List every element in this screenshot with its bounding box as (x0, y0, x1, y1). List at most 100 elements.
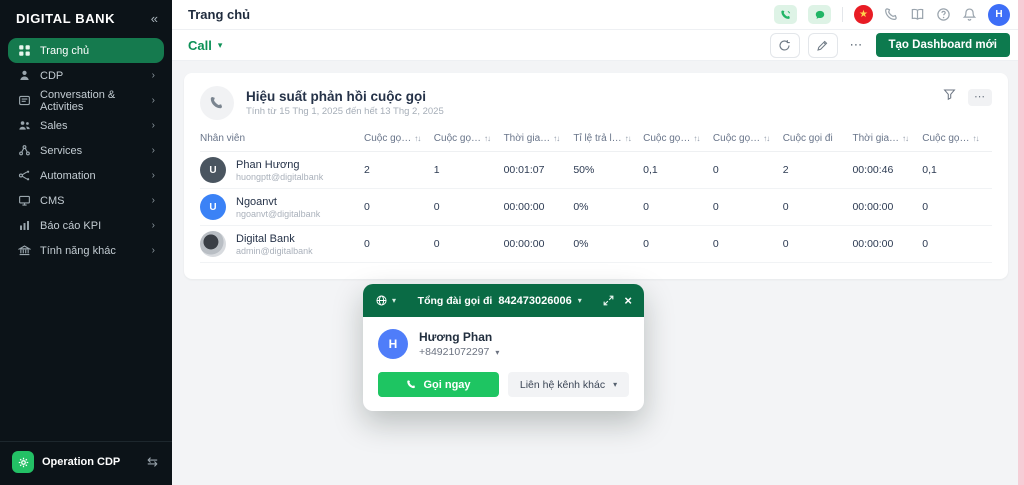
phone-icon[interactable] (884, 7, 899, 22)
vietnam-flag-icon[interactable]: ★ (854, 5, 873, 24)
employee-identity: Ngoanvt ngoanvt@digitalbank (236, 196, 320, 219)
column-header[interactable]: Thời gia… ↑↓ (504, 133, 574, 144)
page-scrollbar[interactable] (1018, 0, 1024, 485)
sidebar-item-sales[interactable]: Sales › (8, 113, 164, 138)
cell-value: 1 (433, 164, 440, 176)
column-header[interactable]: Thời gia… ↑↓ (852, 133, 922, 144)
card-date-range: Tính từ 15 Thg 1, 2025 đến hết 13 Thg 2,… (246, 106, 444, 117)
sidebar-item-bao-cao-kpi[interactable]: Báo cáo KPI › (8, 213, 164, 238)
sales-users-icon (17, 119, 31, 133)
docs-book-icon[interactable] (910, 7, 925, 22)
avatar-photo (200, 231, 226, 257)
monitor-icon (17, 194, 31, 208)
divider (842, 7, 843, 22)
call-line-selector[interactable]: Tổng đài gọi đi 842473026006 ▾ (396, 295, 603, 307)
column-header[interactable]: Cuộc gọ… ↑↓ (643, 133, 713, 144)
column-header[interactable]: Cuộc gọ… ↑↓ (364, 133, 434, 144)
cell-value: 0 (782, 201, 789, 213)
brand-name: DIGITAL BANK (16, 11, 116, 26)
sidebar-item-services[interactable]: Services › (8, 138, 164, 163)
cell-value: 00:00:00 (852, 238, 894, 250)
dashboard-selector[interactable]: Call ▾ (188, 38, 222, 53)
card-more-button[interactable]: ⋯ (968, 88, 992, 106)
more-options-button[interactable]: ⋯ (849, 37, 864, 52)
column-label: Thời gia… (503, 133, 551, 144)
sort-icon[interactable]: ↑↓ (763, 134, 770, 143)
contact-phone-selector[interactable]: +84921072297 ▾ (419, 346, 499, 358)
sort-icon[interactable]: ↑↓ (624, 134, 632, 143)
bar-chart-icon (17, 219, 31, 233)
sort-icon[interactable]: ↑↓ (693, 134, 700, 143)
chevron-right-icon: › (151, 95, 155, 106)
sidebar-item-label: Services (40, 144, 83, 157)
contact-info: Hương Phan +84921072297 ▾ (419, 330, 499, 358)
call-now-button[interactable]: Gọi ngay (378, 372, 499, 397)
globe-icon (376, 295, 387, 306)
sort-icon[interactable]: ↑↓ (902, 134, 909, 143)
sidebar-item-cdp[interactable]: CDP › (8, 63, 164, 88)
user-icon (17, 69, 31, 83)
dashboard-name: Call (188, 37, 212, 53)
employee-cell: Digital Bank admin@digitalbank (200, 231, 364, 257)
chat-status-icon[interactable] (808, 5, 831, 24)
filter-icon[interactable] (943, 88, 956, 106)
call-line-label: Tổng đài gọi đi (417, 294, 493, 307)
column-header[interactable]: Tỉ lệ trả l… ↑↓ (573, 133, 643, 144)
sidebar-item-tinh-nang-khac[interactable]: Tính năng khác › (8, 238, 164, 263)
column-header[interactable]: Cuộc gọ… ↑↓ (713, 133, 783, 144)
cell-value: 00:00:00 (852, 201, 894, 213)
sidebar: DIGITAL BANK « Trang chủ CDP › Conversat… (0, 0, 172, 485)
sidebar-item-automation[interactable]: Automation › (8, 163, 164, 188)
call-widget-header: ▾ Tổng đài gọi đi 842473026006 ▾ × (363, 284, 644, 317)
cell-value: 0 (712, 238, 719, 250)
sort-icon[interactable]: ↑↓ (414, 134, 421, 143)
sidebar-item-cms[interactable]: CMS › (8, 188, 164, 213)
refresh-button[interactable] (769, 32, 800, 58)
close-icon[interactable]: × (624, 293, 632, 308)
language-selector[interactable]: ▾ (375, 294, 396, 307)
column-header[interactable]: Cuộc gọ… ↑↓ (434, 133, 504, 144)
employee-identity: Digital Bank admin@digitalbank (236, 233, 313, 256)
sidebar-item-label: Báo cáo KPI (40, 219, 102, 232)
sidebar-item-label: CDP (40, 69, 64, 82)
card-title: Hiệu suất phản hồi cuộc gọi (246, 89, 427, 104)
chevron-down-icon: ▾ (495, 347, 500, 357)
help-icon[interactable] (936, 7, 951, 22)
main-area: Trang chủ ★ H Call ▾ ⋯ Tạo Dashboard mới (172, 0, 1024, 485)
other-channel-button[interactable]: Liên hệ kênh khác ▾ (508, 372, 629, 397)
sidebar-item-conversation-activities[interactable]: Conversation & Activities › (8, 88, 164, 113)
sort-icon[interactable]: ↑↓ (553, 134, 560, 143)
cell-value: 0 (712, 164, 719, 176)
switch-workspace-icon[interactable]: ⇆ (147, 454, 158, 469)
column-header[interactable]: Cuộc gọ… ↑↓ (922, 133, 992, 144)
sidebar-collapse-icon[interactable]: « (150, 11, 158, 26)
expand-icon[interactable] (603, 295, 614, 306)
column-label: Nhân viên (200, 133, 246, 144)
table-row[interactable]: U Phan Hương huongptt@digitalbank 2 1 00… (200, 152, 992, 189)
table-row[interactable]: U Ngoanvt ngoanvt@digitalbank 0 0 00:00:… (200, 189, 992, 226)
create-dashboard-button[interactable]: Tạo Dashboard mới (875, 33, 1010, 57)
edit-button[interactable] (807, 32, 838, 58)
table-row[interactable]: Digital Bank admin@digitalbank 0 0 00:00… (200, 226, 992, 263)
content-area: Hiệu suất phản hồi cuộc gọi Tính từ 15 T… (172, 62, 1024, 485)
column-header-nhan-vien[interactable]: Nhân viên (200, 133, 364, 144)
cell-value: 0,1 (643, 164, 658, 176)
employee-email: huongptt@digitalbank (236, 171, 324, 182)
conversation-icon (17, 94, 31, 108)
sidebar-item-trang-chu[interactable]: Trang chủ (8, 38, 164, 63)
column-header-cuoc-goi-di[interactable]: Cuộc gọi đi (783, 133, 853, 144)
call-status-icon[interactable] (774, 5, 797, 24)
employee-identity: Phan Hương huongptt@digitalbank (236, 159, 323, 182)
toolbar-actions: ⋯ Tạo Dashboard mới (769, 32, 1010, 58)
sort-icon[interactable]: ↑↓ (484, 134, 491, 143)
bell-icon[interactable] (962, 7, 977, 22)
chevron-right-icon: › (151, 245, 155, 256)
column-label: Cuộc gọ… (922, 133, 970, 144)
call-widget-body: H Hương Phan +84921072297 ▾ Gọi ngay Liê… (363, 317, 644, 411)
user-avatar[interactable]: H (988, 3, 1010, 26)
cell-value: 0 (364, 238, 370, 250)
sort-icon[interactable]: ↑↓ (972, 134, 980, 143)
employee-name: Ngoanvt (236, 195, 277, 208)
avatar: U (200, 157, 226, 183)
brand-bar: DIGITAL BANK « (0, 0, 172, 36)
